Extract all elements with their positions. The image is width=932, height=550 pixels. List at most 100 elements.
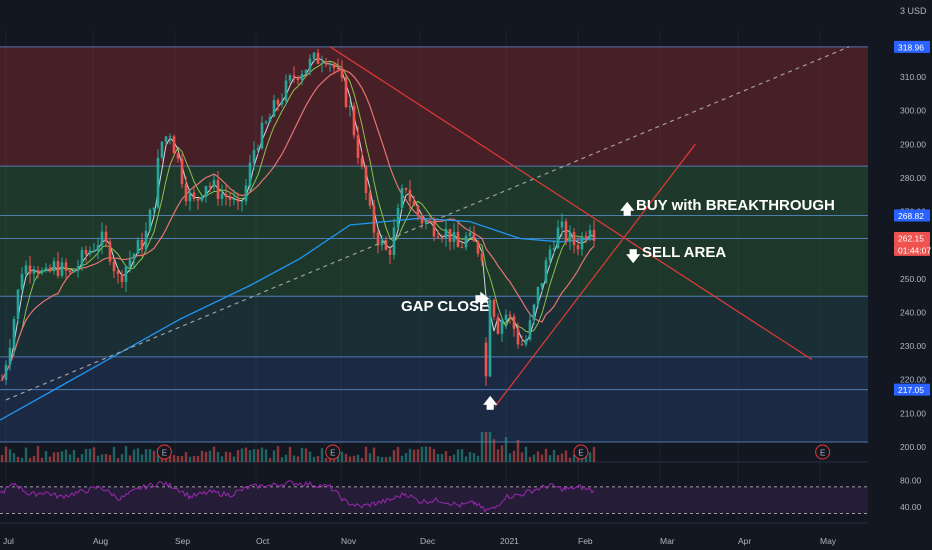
- candle-body: [412, 201, 416, 206]
- candle-body: [388, 249, 392, 255]
- volume-bar: [520, 452, 524, 462]
- candle-body: [440, 237, 444, 239]
- candle-body: [556, 227, 560, 249]
- candle-body: [128, 259, 132, 267]
- x-tick-label: Feb: [578, 536, 593, 546]
- volume-bar: [12, 453, 16, 462]
- volume-bar: [232, 456, 236, 462]
- volume-bar: [148, 449, 152, 462]
- volume-bar: [260, 447, 264, 462]
- volume-bar: [440, 453, 444, 462]
- candle-body: [564, 221, 568, 242]
- candle-body: [76, 266, 80, 272]
- price-label-text: 268.82: [898, 211, 924, 221]
- volume-bar: [28, 457, 32, 462]
- candle-body: [376, 232, 380, 246]
- volume-bar: [72, 450, 76, 462]
- volume-bar: [200, 450, 204, 462]
- candle-body: [356, 135, 360, 158]
- candle-body: [312, 52, 316, 59]
- volume-bar: [176, 456, 180, 462]
- volume-bar: [8, 449, 12, 462]
- volume-bar: [364, 446, 368, 462]
- volume-bar: [80, 454, 84, 462]
- price-label-bg: [894, 243, 930, 256]
- volume-bar: [20, 457, 24, 462]
- candle-body: [160, 141, 164, 158]
- candle-body: [420, 215, 424, 224]
- candle-body: [164, 136, 168, 142]
- candle-body: [516, 328, 520, 345]
- trendlines[interactable]: [5, 46, 850, 408]
- volume-bar: [484, 432, 488, 462]
- candle-body: [56, 261, 60, 276]
- candle-body: [100, 231, 104, 246]
- arrow-down-icon: 🡇: [626, 249, 641, 265]
- volume-bar: [104, 453, 108, 462]
- volume-bar: [152, 450, 156, 462]
- gap-close-annotation: GAP CLOSE: [401, 298, 490, 315]
- volume-bar: [532, 454, 536, 462]
- candle-body: [132, 253, 136, 260]
- candle-body: [272, 100, 276, 117]
- volume-bar: [544, 448, 548, 462]
- volume-bar: [212, 446, 216, 462]
- candle-body: [360, 157, 364, 167]
- volume-bar: [372, 447, 376, 462]
- candle-body: [576, 245, 580, 250]
- y-tick-label: 200.00: [900, 442, 926, 452]
- fib-zone: [0, 166, 868, 216]
- candle-body: [560, 221, 564, 228]
- candle-body: [588, 229, 592, 239]
- volume-bar: [392, 450, 396, 462]
- candle-body: [60, 262, 64, 276]
- candle-body: [260, 122, 264, 149]
- candle-body: [44, 267, 48, 271]
- candle-body: [144, 230, 148, 250]
- earnings-label: E: [820, 449, 825, 458]
- volume-bar: [492, 439, 496, 462]
- candle-body: [572, 231, 576, 246]
- x-tick-label: Nov: [341, 536, 357, 546]
- volume-bar: [40, 457, 44, 462]
- volume-bar: [132, 449, 136, 462]
- volume-bar: [428, 446, 432, 462]
- earnings-circle: [156, 444, 172, 460]
- arrow-up-icon: 🡅: [483, 396, 498, 412]
- volume-bar: [240, 448, 244, 462]
- rsi-tick-label: 80.00: [900, 475, 922, 485]
- candle-body: [324, 62, 328, 65]
- volume-bar: [432, 448, 436, 462]
- volume-bar: [504, 437, 508, 462]
- currency-label[interactable]: 3 USD: [900, 6, 927, 16]
- fib-zone: [0, 46, 868, 167]
- candle-body: [96, 245, 100, 251]
- candle-body: [292, 75, 296, 77]
- y-tick-label: 280.00: [900, 173, 926, 183]
- candle-body: [156, 157, 160, 208]
- candle-body: [408, 189, 412, 202]
- candle-body: [236, 199, 240, 202]
- candle-body: [248, 162, 252, 186]
- candle-body: [416, 205, 420, 216]
- volume-bar: [584, 454, 588, 462]
- x-tick-label: Oct: [256, 536, 270, 546]
- volume-bar: [248, 450, 252, 462]
- candle-body: [52, 261, 56, 272]
- volume-bar: [412, 449, 416, 462]
- candle-body: [72, 271, 76, 273]
- price-label-text: 262.15: [898, 233, 924, 243]
- volume-bar: [460, 449, 464, 462]
- volume-bar: [592, 447, 596, 462]
- volume-bar: [404, 453, 408, 462]
- candle-body: [304, 69, 308, 74]
- volume-bar: [324, 457, 328, 462]
- candle-body: [424, 220, 428, 224]
- candle-body: [116, 271, 120, 275]
- volume-bar: [572, 454, 576, 462]
- volume-bar: [500, 445, 504, 462]
- candle-body: [432, 221, 436, 237]
- candle-body: [392, 227, 396, 255]
